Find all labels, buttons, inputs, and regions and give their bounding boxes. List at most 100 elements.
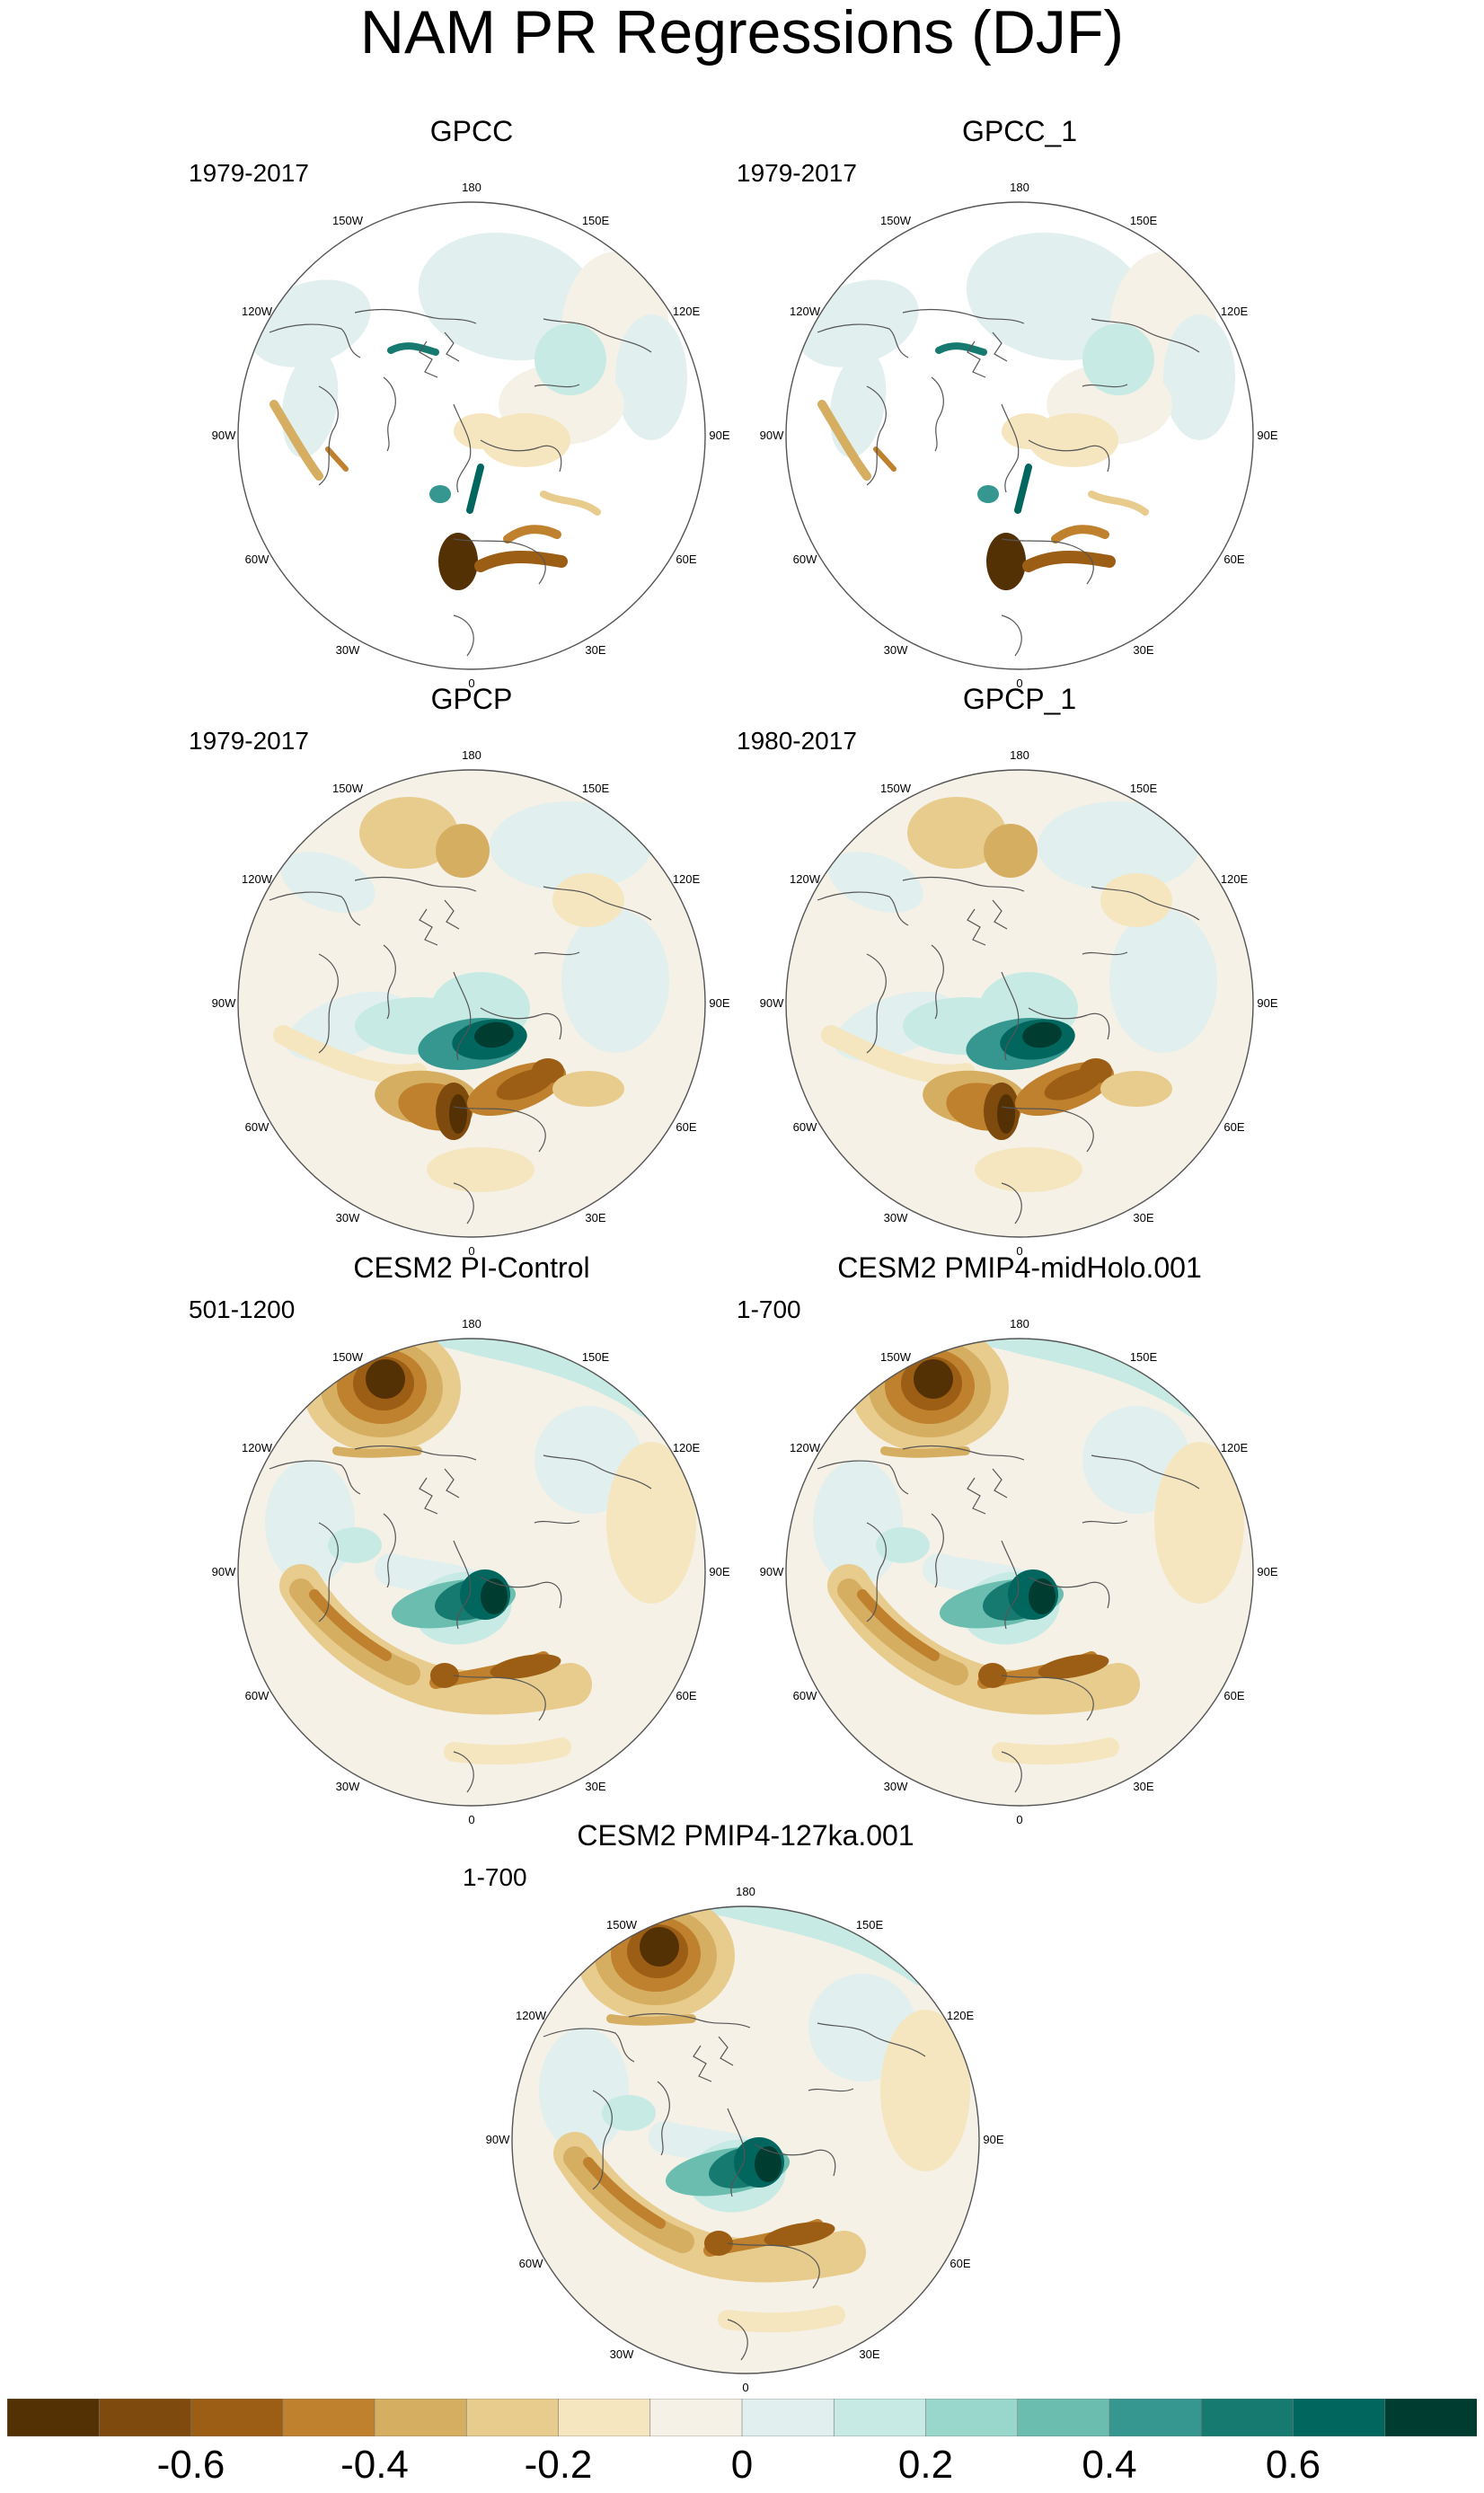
longitude-label: 90W bbox=[486, 2133, 510, 2146]
longitude-label: 150W bbox=[332, 782, 364, 795]
contour-region bbox=[907, 797, 1006, 869]
colorbar-swatch bbox=[282, 2399, 375, 2436]
coastline bbox=[354, 876, 477, 892]
coastline bbox=[534, 384, 580, 388]
longitude-label: 30W bbox=[884, 1211, 908, 1224]
coastline bbox=[419, 908, 438, 946]
contour-band bbox=[1022, 551, 1116, 572]
contour-region bbox=[490, 801, 651, 891]
longitude-label: 150W bbox=[332, 214, 364, 227]
panel-title: CESM2 PI-Control bbox=[353, 1251, 590, 1284]
colorbar-tick-label: -0.2 bbox=[524, 2443, 593, 2487]
contour-region bbox=[366, 1359, 405, 1399]
longitude-label: 60E bbox=[1223, 553, 1244, 566]
longitude-label: 150E bbox=[1130, 214, 1158, 227]
coastline bbox=[992, 1468, 1008, 1498]
colorbar-swatch bbox=[1109, 2399, 1203, 2436]
contour-region bbox=[1002, 413, 1056, 449]
contour-band bbox=[1014, 464, 1032, 514]
coastline bbox=[866, 385, 887, 486]
coastline bbox=[453, 403, 472, 493]
longitude-label: 0 bbox=[742, 2381, 748, 2394]
contour-region bbox=[640, 1927, 679, 1967]
coastline bbox=[931, 376, 944, 452]
coastline bbox=[1001, 1540, 1020, 1630]
longitude-label: 150E bbox=[1130, 1350, 1158, 1364]
coastline bbox=[817, 1460, 909, 1495]
longitude-label: 0 bbox=[1016, 1813, 1022, 1826]
longitude-label: 180 bbox=[1010, 1317, 1029, 1330]
longitude-label: 120W bbox=[242, 872, 273, 886]
colorbar-swatch bbox=[1293, 2399, 1386, 2436]
longitude-label: 150E bbox=[582, 782, 610, 795]
coastline bbox=[1091, 318, 1200, 353]
longitude-label: 90E bbox=[709, 996, 729, 1010]
coastline bbox=[480, 1576, 562, 1609]
coastline bbox=[628, 2012, 751, 2029]
colorbar-swatch bbox=[190, 2399, 284, 2436]
colorbar-swatch bbox=[649, 2399, 743, 2436]
coastline bbox=[453, 1182, 474, 1224]
panel-period: 1-700 bbox=[737, 1295, 801, 1323]
coastline bbox=[727, 2319, 748, 2361]
longitude-label: 90E bbox=[1257, 996, 1277, 1010]
coastline bbox=[480, 439, 562, 473]
coastline bbox=[318, 385, 339, 486]
contour-band bbox=[503, 525, 561, 544]
coastline bbox=[817, 2022, 926, 2057]
coastline bbox=[318, 953, 339, 1054]
coastline bbox=[1001, 1182, 1022, 1224]
coastline bbox=[754, 2144, 836, 2177]
coastline bbox=[967, 908, 986, 946]
coastline bbox=[1082, 951, 1128, 956]
contour-region bbox=[280, 852, 375, 913]
colorbar-swatch bbox=[374, 2399, 468, 2436]
colorbar-tick-label: 0.4 bbox=[1082, 2443, 1137, 2487]
longitude-label: 90W bbox=[212, 429, 236, 442]
coastline bbox=[543, 886, 652, 921]
contour-region bbox=[1038, 1654, 1109, 1679]
contour-region bbox=[986, 533, 1026, 590]
longitude-label: 180 bbox=[462, 748, 481, 762]
longitude-label: 60W bbox=[245, 553, 269, 566]
coastline bbox=[992, 899, 1008, 930]
longitude-label: 60W bbox=[519, 2257, 543, 2270]
longitude-label: 60W bbox=[793, 1689, 817, 1702]
longitude-label: 60E bbox=[676, 1689, 696, 1702]
panel-period: 1-700 bbox=[463, 1863, 527, 1891]
longitude-label: 30E bbox=[859, 2347, 879, 2361]
longitude-label: 0 bbox=[468, 1244, 474, 1258]
contour-region bbox=[977, 485, 999, 503]
longitude-label: 180 bbox=[1010, 181, 1029, 194]
contour-region bbox=[490, 1654, 561, 1679]
coastline bbox=[931, 944, 944, 1020]
map-border bbox=[237, 1338, 706, 1807]
longitude-label: 120E bbox=[947, 2009, 975, 2022]
coastline bbox=[727, 2242, 820, 2289]
colorbar-swatch bbox=[741, 2399, 835, 2436]
polar-map: 180 150E 120E 90E 60E 30E 0 30W 60W 90W 120W 150W bbox=[760, 748, 1278, 1258]
contour-region bbox=[984, 824, 1038, 878]
longitude-label: 60E bbox=[676, 553, 696, 566]
contour-region bbox=[764, 2222, 835, 2247]
contour-band bbox=[718, 2305, 845, 2333]
contour-band bbox=[992, 1737, 1119, 1765]
colorbar-swatch bbox=[1384, 2399, 1477, 2436]
map-border bbox=[785, 201, 1254, 670]
coastline bbox=[543, 1454, 652, 1490]
map-border bbox=[237, 201, 706, 670]
longitude-label: 90E bbox=[709, 1565, 729, 1578]
coastline bbox=[453, 1540, 472, 1630]
contour-region bbox=[1022, 1021, 1062, 1048]
contour-region bbox=[1029, 1578, 1056, 1614]
coastline bbox=[269, 891, 361, 926]
coastline bbox=[453, 1106, 546, 1153]
longitude-label: 120W bbox=[242, 1441, 273, 1454]
coastline bbox=[453, 614, 474, 657]
longitude-label: 60E bbox=[1223, 1120, 1244, 1134]
longitude-label: 60W bbox=[245, 1689, 269, 1702]
coastline bbox=[1001, 403, 1020, 493]
contour-region bbox=[534, 323, 606, 395]
colorbar-tick-label: 0.2 bbox=[897, 2443, 954, 2487]
longitude-label: 60W bbox=[793, 1120, 817, 1134]
